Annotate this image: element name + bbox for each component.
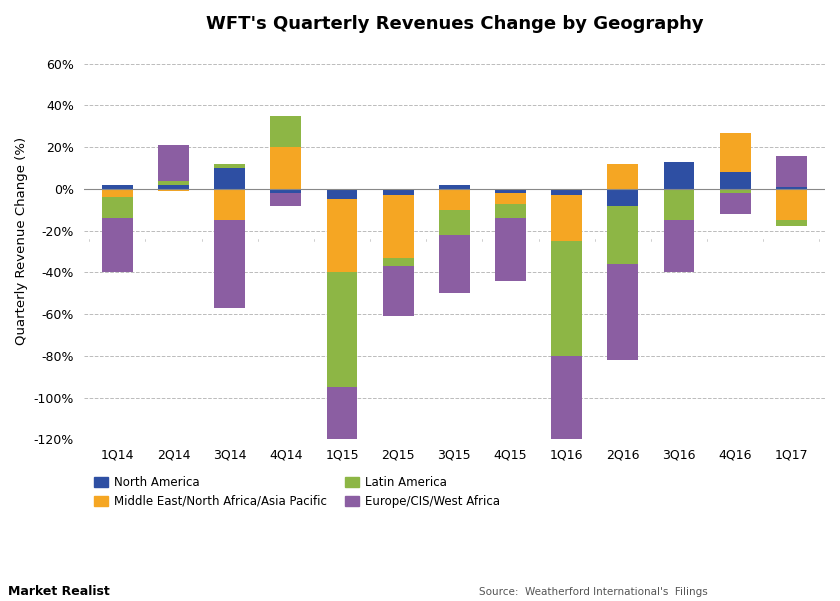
Bar (327, 189, 358, 200)
Bar (607, 164, 638, 189)
Bar (327, 272, 358, 387)
Bar (720, 193, 751, 214)
Bar (214, 189, 245, 220)
Bar (551, 241, 582, 356)
Bar (102, 197, 133, 218)
Bar (214, 164, 245, 168)
Bar (495, 193, 526, 204)
Bar (607, 264, 638, 360)
Bar (270, 189, 302, 193)
Bar (776, 187, 806, 189)
Bar (438, 210, 470, 235)
Bar (214, 168, 245, 189)
Bar (270, 116, 302, 147)
Text: Source:  Weatherford International's  Filings: Source: Weatherford International's Fili… (479, 587, 707, 597)
Bar (383, 266, 413, 316)
Bar (158, 145, 189, 180)
Bar (327, 387, 358, 601)
Bar (495, 204, 526, 218)
Bar (664, 220, 695, 272)
Bar (158, 180, 189, 185)
Bar (438, 189, 470, 210)
Bar (383, 258, 413, 266)
Bar (607, 189, 638, 206)
Legend: North America, Middle East/North Africa/Asia Pacific, Latin America, Europe/CIS/: North America, Middle East/North Africa/… (90, 471, 505, 513)
Bar (102, 218, 133, 272)
Bar (776, 189, 806, 220)
Bar (664, 162, 695, 189)
Bar (720, 133, 751, 172)
Bar (383, 195, 413, 258)
Bar (327, 200, 358, 272)
Bar (720, 189, 751, 193)
Y-axis label: Quarterly Revenue Change (%): Quarterly Revenue Change (%) (15, 137, 28, 345)
Bar (270, 147, 302, 189)
Bar (551, 189, 582, 195)
Bar (102, 189, 133, 197)
Bar (551, 356, 582, 533)
Bar (776, 156, 806, 187)
Bar (720, 172, 751, 189)
Bar (270, 193, 302, 206)
Bar (158, 185, 189, 189)
Bar (495, 189, 526, 193)
Bar (551, 195, 582, 241)
Bar (607, 206, 638, 264)
Text: Market Realist: Market Realist (8, 585, 110, 598)
Bar (776, 220, 806, 227)
Bar (383, 189, 413, 195)
Bar (495, 218, 526, 281)
Title: WFT's Quarterly Revenues Change by Geography: WFT's Quarterly Revenues Change by Geogr… (206, 15, 703, 33)
Bar (438, 235, 470, 293)
Bar (214, 220, 245, 308)
Bar (158, 189, 189, 191)
Bar (102, 185, 133, 189)
Bar (438, 185, 470, 189)
Bar (664, 189, 695, 220)
